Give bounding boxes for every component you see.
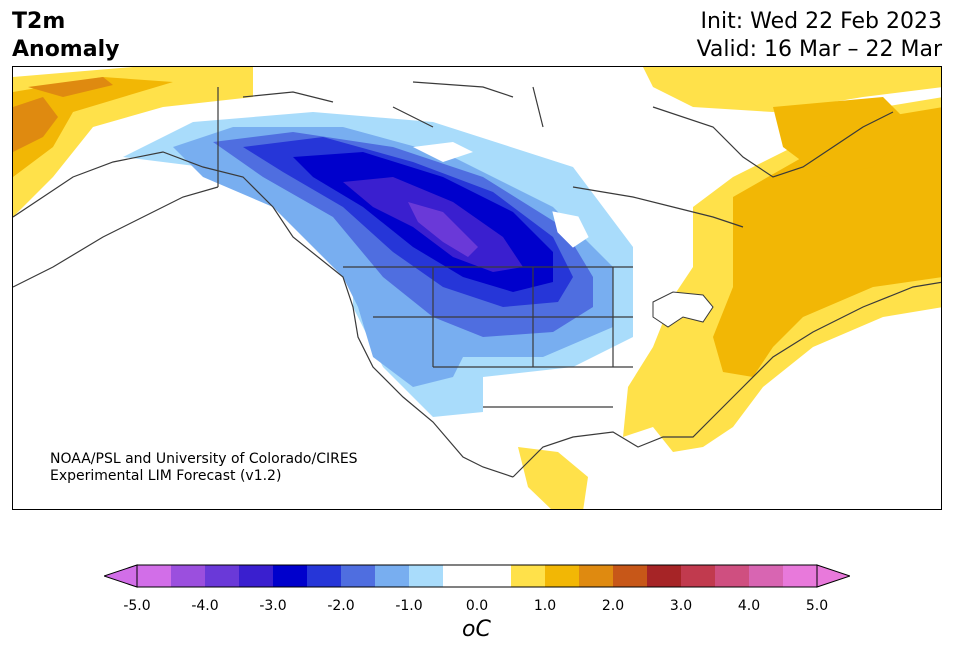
- colorbar-max-extend: [816, 564, 852, 588]
- credit-line-2: Experimental LIM Forecast (v1.2): [50, 468, 282, 484]
- colorbar-tick-label: 3.0: [669, 598, 693, 614]
- colorbar-swatch: [273, 565, 308, 587]
- colorbar-tick-label: 4.0: [737, 598, 761, 614]
- colorbar-swatch: [613, 565, 648, 587]
- great-slave-lake: [413, 142, 473, 162]
- warm-core-alaska: [13, 77, 173, 177]
- colorbar: [102, 562, 852, 594]
- colorbar-swatch: [545, 565, 580, 587]
- valid-range: Valid: 16 Mar – 22 Mar: [696, 37, 942, 62]
- colorbar-graphic: [102, 564, 852, 588]
- colorbar-swatch: [409, 565, 444, 587]
- coastlines: [13, 81, 941, 478]
- colorbar-swatch: [681, 565, 716, 587]
- colorbar-swatch: [647, 565, 682, 587]
- colorbar-tick-label: 5.0: [805, 598, 829, 614]
- colorbar-swatch: [205, 565, 240, 587]
- colorbar-min-extend: [102, 564, 138, 588]
- colorbar-tick-label: 2.0: [601, 598, 625, 614]
- colorbar-swatch: [375, 565, 410, 587]
- colorbar-tick-label: -4.0: [191, 598, 219, 614]
- colorbar-swatch: [715, 565, 750, 587]
- init-date: Init: Wed 22 Feb 2023: [700, 9, 942, 34]
- colorbar-tick-label: 0.0: [465, 598, 489, 614]
- map-title: T2m Anomaly: [12, 8, 119, 64]
- warm-north: [643, 67, 941, 112]
- colorbar-swatch: [341, 565, 376, 587]
- hudson-bay-lake: [552, 211, 589, 248]
- warm-east-core: [713, 107, 941, 377]
- colorbar-tick-label: 1.0: [533, 598, 557, 614]
- forecast-dates: Init: Wed 22 Feb 2023 Valid: 16 Mar – 22…: [697, 8, 942, 64]
- warm-north-core: [773, 97, 913, 177]
- credit-text: NOAA/PSL and University of Colorado/CIRE…: [50, 451, 358, 485]
- colorbar-swatch: [307, 565, 342, 587]
- map-canvas: [13, 67, 941, 509]
- title-line-1: T2m: [12, 9, 66, 34]
- colorbar-swatch: [137, 565, 172, 587]
- colorbar-swatch: [239, 565, 274, 587]
- colorbar-tick-label: -1.0: [395, 598, 423, 614]
- warm-mexico: [518, 447, 588, 509]
- colorbar-swatch: [783, 565, 818, 587]
- anomaly-map: NOAA/PSL and University of Colorado/CIRE…: [12, 66, 942, 510]
- colorbar-tick-label: -3.0: [259, 598, 287, 614]
- colorbar-tick-label: -5.0: [123, 598, 151, 614]
- credit-line-1: NOAA/PSL and University of Colorado/CIRE…: [50, 451, 358, 467]
- title-line-2: Anomaly: [12, 37, 120, 62]
- warm-hot-alaska2: [28, 77, 113, 97]
- colorbar-unit: oC: [462, 617, 491, 642]
- cold-core: [408, 202, 478, 257]
- colorbar-swatch: [579, 565, 614, 587]
- colorbar-tick-label: -2.0: [327, 598, 355, 614]
- colorbar-swatch: [511, 565, 546, 587]
- great-lakes: [652, 291, 714, 328]
- colorbar-swatch: [749, 565, 784, 587]
- colorbar-swatch: [171, 565, 206, 587]
- warm-hot-alaska: [13, 97, 58, 152]
- colorbar-swatch: [477, 565, 512, 587]
- colorbar-swatch: [443, 565, 478, 587]
- colorbar-frame: [136, 564, 818, 588]
